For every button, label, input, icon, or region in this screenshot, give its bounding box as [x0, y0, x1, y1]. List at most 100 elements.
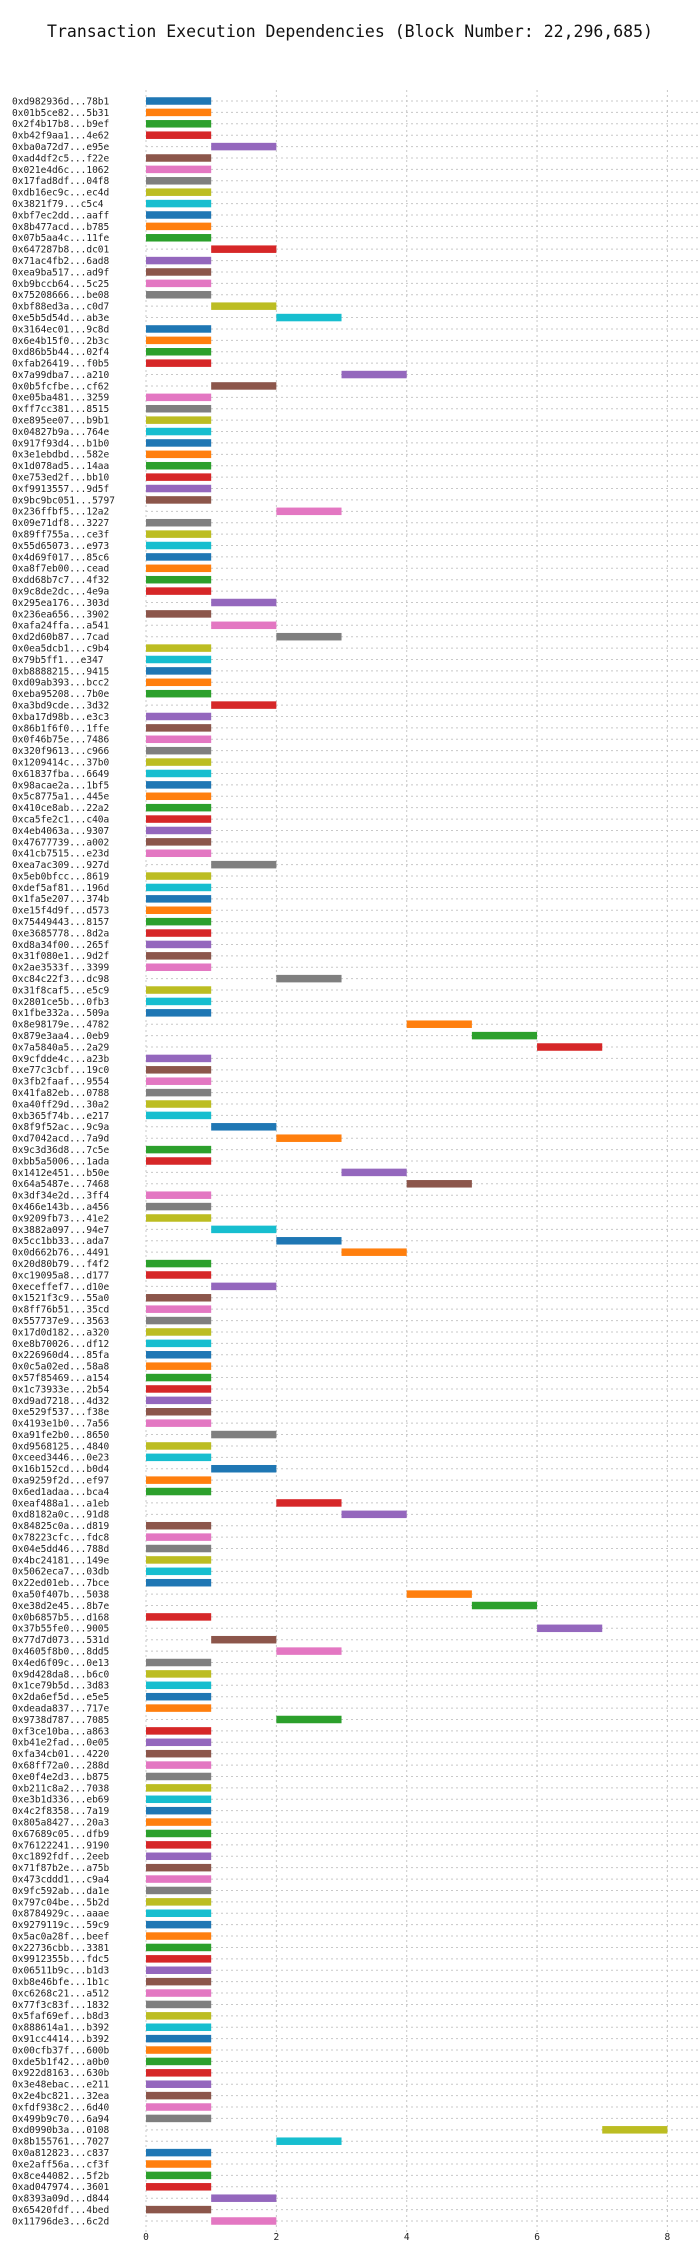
row-label: 0x466e143b...a456	[12, 1202, 110, 1213]
row-label: 0x5faf69ef...b8d3	[12, 2011, 109, 2022]
row-label: 0xeceffef7...d10e	[12, 1282, 110, 1293]
dependency-bar	[146, 268, 212, 276]
row-label: 0xe529f537...f38e	[12, 1407, 110, 1418]
row-label: 0xa8f7eb00...cead	[12, 564, 109, 575]
dependency-bar	[146, 450, 212, 459]
dependency-bar	[146, 997, 212, 1006]
dependency-bar	[146, 838, 212, 846]
row-label: 0xad4df2c5...f22e	[12, 153, 110, 164]
dependency-bar	[146, 883, 212, 892]
dependency-bar	[146, 1054, 212, 1063]
dependency-bar	[276, 1499, 342, 1507]
dependency-bar	[146, 564, 212, 573]
row-label: 0x0c5a02ed...58a8	[12, 1362, 110, 1373]
dependency-bar	[146, 678, 212, 687]
dependency-bar	[146, 1898, 212, 1906]
dependency-bar	[146, 1339, 212, 1348]
row-label: 0x9bc9bc051...5797	[12, 495, 115, 506]
row-label: 0xde5b1f42...a0b0	[12, 2057, 110, 2068]
row-label: 0xa50f407b...5038	[12, 1590, 110, 1601]
dependency-bar	[146, 325, 212, 333]
row-label: 0x41fa82eb...0788	[12, 1088, 110, 1099]
row-label: 0xd9ad7218...4d32	[12, 1396, 109, 1407]
row-label: 0x9912355b...fdc5	[12, 1954, 109, 1965]
chart-title: Transaction Execution Dependencies (Bloc…	[47, 22, 653, 41]
row-label: 0x1521f3c9...55a0	[12, 1293, 110, 1304]
dependency-bar	[146, 1932, 212, 1940]
dependency-bar	[146, 735, 212, 744]
row-label: 0x0a812823...c837	[12, 2148, 109, 2159]
dependency-bar	[146, 1294, 212, 1302]
row-label: 0x07b5aa4c...11fe	[12, 233, 110, 244]
dependency-bar	[146, 2205, 212, 2214]
row-label: 0xd7042acd...7a9d	[12, 1134, 109, 1145]
row-label: 0x76122241...9190	[12, 1840, 110, 1851]
row-label: 0x67689c05...dfb9	[12, 1829, 110, 1840]
dependency-bar	[146, 667, 212, 675]
row-label: 0x9cfdde4c...a23b	[12, 1054, 110, 1065]
dependency-bar	[146, 986, 212, 994]
row-label: 0x31f8caf5...e5c9	[12, 985, 110, 996]
dependency-bar	[146, 541, 212, 550]
dependency-bar	[146, 279, 212, 288]
row-label: 0x2f4b17b8...b9ef	[12, 119, 109, 130]
row-label: 0x473cddd1...c9a4	[12, 1874, 110, 1885]
dependency-bar	[341, 1248, 407, 1256]
dependency-bar	[146, 165, 212, 174]
dependency-bar	[211, 1464, 277, 1473]
dependency-bar	[276, 507, 342, 516]
row-label: 0x0b6857b5...d168	[12, 1612, 110, 1623]
dependency-bar	[211, 382, 277, 390]
row-label: 0x236ffbf5...12a2	[12, 507, 109, 518]
row-label: 0x04827b9a...764e	[12, 427, 110, 438]
dependency-bar	[146, 1977, 212, 1986]
dependency-bar	[276, 1647, 342, 1655]
row-label: 0x3fb2faaf...9554	[12, 1077, 110, 1088]
row-label: 0xc1892fdf...2eeb	[12, 1852, 110, 1863]
row-label: 0x9738d787...7085	[12, 1715, 109, 1726]
row-label: 0x71ac4fb2...6ad8	[12, 256, 110, 267]
dependency-bar	[146, 1191, 212, 1199]
row-label: 0x1ce79b5d...3d83	[12, 1681, 109, 1692]
row-label: 0x8784929c...aaae	[12, 1909, 110, 1920]
row-label: 0x1d078ad5...14aa	[12, 461, 109, 472]
dependency-bar	[211, 1225, 277, 1234]
dependency-bar	[146, 2091, 212, 2100]
dependency-bar	[146, 1943, 212, 1952]
dependency-bar	[146, 1487, 212, 1496]
dependency-bar	[146, 2171, 212, 2180]
dependency-bar	[146, 1145, 212, 1154]
row-label: 0x55d65073...e973	[12, 541, 109, 552]
dependency-bar	[146, 473, 212, 481]
dependency-bar	[146, 952, 212, 960]
dependency-bar	[146, 2160, 212, 2168]
row-label: 0xd8182a0c...91d8	[12, 1510, 110, 1521]
x-tick-label: 4	[404, 2232, 410, 2243]
row-label: 0x17d0d182...a320	[12, 1327, 110, 1338]
row-label: 0x9209fb73...41e2	[12, 1213, 109, 1224]
row-label: 0x7a5840a5...2a29	[12, 1042, 110, 1053]
row-label: 0xdd68b7c7...4f32	[12, 575, 109, 586]
row-label: 0x3882a097...94e7	[12, 1225, 109, 1236]
x-tick-label: 0	[143, 2232, 149, 2243]
row-label: 0xe895ee07...b9b1	[12, 416, 110, 427]
dependency-bar	[146, 1351, 212, 1359]
row-label: 0xca5fe2c1...c40a	[12, 814, 109, 825]
row-label: 0x021e4d6c...1062	[12, 165, 109, 176]
dependency-bar	[406, 1590, 472, 1598]
dependency-bar	[211, 860, 277, 869]
dependency-bar	[146, 1305, 212, 1313]
dependency-bar	[146, 2034, 212, 2043]
dependency-bar	[146, 1727, 212, 1735]
row-label: 0x2ae3533f...3399	[12, 963, 110, 974]
row-label: 0x61837fba...6649	[12, 769, 110, 780]
row-label: 0x0d662b76...4491	[12, 1248, 110, 1259]
row-label: 0x3164ec01...9c8d	[12, 324, 109, 335]
row-label: 0xceed3446...0e23	[12, 1453, 109, 1464]
row-label: 0x68ff72a0...288d	[12, 1760, 109, 1771]
row-label: 0x75449443...8157	[12, 917, 109, 928]
row-label: 0x3821f79...c5c4	[12, 199, 104, 210]
dependency-bar	[146, 1385, 212, 1393]
row-label: 0xea7ac309...927d	[12, 860, 109, 871]
row-label: 0x98acae2a...1bf5	[12, 780, 109, 791]
